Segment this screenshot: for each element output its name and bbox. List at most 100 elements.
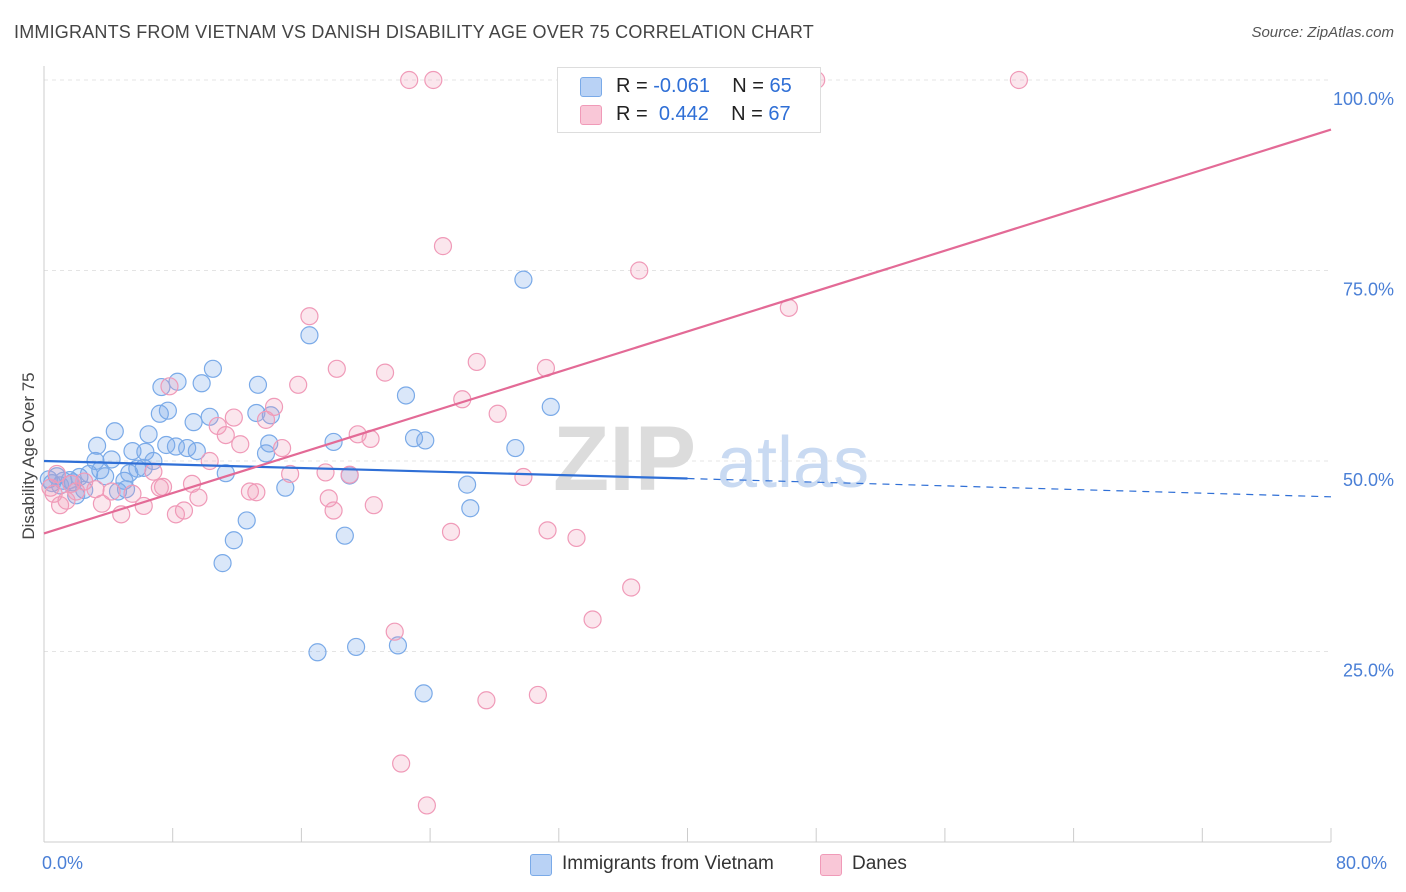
data-point-danes — [477, 691, 496, 710]
data-point-danes — [400, 70, 419, 90]
data-point-vietnam — [158, 401, 177, 420]
data-point-vietnam — [396, 386, 416, 405]
x-tick-label-max: 80.0% — [1336, 853, 1387, 873]
data-point-danes — [102, 482, 121, 501]
legend-swatch-danes — [580, 105, 602, 125]
data-point-vietnam — [514, 270, 533, 289]
legend-n-value: 65 — [769, 75, 792, 97]
data-point-danes — [144, 462, 163, 481]
data-point-vietnam — [139, 425, 158, 444]
bottom-legend-label-danes: Danes — [852, 853, 907, 874]
x-tick-label-min: 0.0% — [42, 853, 83, 873]
data-point-danes — [256, 410, 276, 429]
data-point-danes — [200, 451, 219, 471]
bottom-legend-swatch-vietnam — [530, 854, 552, 876]
data-point-vietnam — [346, 637, 366, 657]
data-point-vietnam — [404, 429, 424, 448]
data-point-vietnam — [458, 475, 477, 494]
data-point-danes — [528, 685, 547, 705]
data-point-vietnam — [541, 397, 560, 416]
watermark-zip: ZIP — [553, 408, 696, 510]
y-tick-label-75: 75.0% — [1343, 280, 1394, 300]
data-point-vietnam — [388, 636, 408, 655]
legend-n-label: N = — [732, 75, 764, 97]
data-point-vietnam — [96, 467, 115, 486]
data-point-danes — [189, 488, 208, 507]
data-point-danes — [216, 425, 235, 445]
data-point-vietnam — [416, 431, 435, 450]
trend-lines — [43, 128, 1332, 535]
trend-line-vietnam — [43, 459, 688, 480]
data-point-danes — [1009, 70, 1029, 90]
data-point-vietnam — [237, 511, 256, 530]
data-point-danes — [417, 796, 436, 815]
series-danes-points — [41, 70, 1029, 815]
data-point-vietnam — [105, 422, 124, 441]
data-point-danes — [385, 622, 404, 641]
source-label: Source: ZipAtlas.com — [1251, 24, 1394, 41]
data-point-danes — [264, 397, 284, 416]
legend: R = -0.061 N = 65 R = 0.442 N = 67 — [557, 67, 821, 133]
data-point-vietnam — [414, 684, 433, 703]
y-tick-label-50: 50.0% — [1343, 470, 1394, 490]
data-point-danes — [514, 467, 533, 487]
data-point-vietnam — [224, 531, 243, 550]
data-point-danes — [392, 754, 411, 773]
data-point-vietnam — [248, 375, 268, 394]
data-point-danes — [300, 307, 319, 326]
data-point-danes — [567, 528, 586, 548]
legend-r-label: R = — [616, 75, 648, 97]
data-point-vietnam — [144, 451, 163, 471]
data-point-vietnam — [300, 326, 319, 345]
data-point-danes — [488, 404, 507, 423]
data-point-vietnam — [308, 643, 327, 662]
data-point-danes — [441, 522, 461, 541]
data-point-danes — [47, 464, 66, 484]
data-point-danes — [240, 482, 260, 501]
data-point-vietnam — [67, 486, 86, 505]
data-point-danes — [583, 610, 602, 629]
data-point-vietnam — [123, 441, 142, 461]
legend-n-value: 67 — [768, 103, 791, 125]
data-point-danes — [272, 438, 292, 458]
data-point-danes — [153, 477, 173, 497]
data-point-danes — [224, 408, 243, 427]
legend-n-label: N = — [731, 103, 763, 125]
bottom-legend-swatch-danes — [820, 854, 842, 876]
data-point-danes — [327, 359, 346, 378]
data-point-danes — [622, 578, 641, 597]
data-point-danes — [538, 521, 557, 540]
chart-title: IMMIGRANTS FROM VIETNAM VS DANISH DISABI… — [14, 22, 814, 42]
data-point-vietnam — [213, 554, 232, 573]
data-point-danes — [174, 501, 194, 520]
data-point-danes — [247, 483, 266, 502]
data-point-vietnam — [461, 499, 480, 518]
legend-swatch-vietnam — [580, 77, 602, 97]
y-tick-label-25: 25.0% — [1343, 661, 1394, 681]
data-point-danes — [630, 261, 649, 280]
data-point-vietnam — [187, 441, 206, 461]
data-point-vietnam — [335, 526, 354, 545]
data-point-danes — [467, 352, 486, 372]
y-axis-label: Disability Age Over 75 — [19, 372, 38, 539]
data-point-danes — [123, 484, 142, 503]
data-point-vietnam — [247, 403, 266, 423]
data-point-danes — [316, 463, 335, 482]
data-point-vietnam — [184, 413, 203, 432]
data-point-vietnam — [276, 478, 295, 497]
data-point-vietnam — [102, 450, 121, 469]
y-tick-label-100: 100.0% — [1333, 89, 1394, 109]
data-point-danes — [289, 375, 308, 394]
data-point-danes — [324, 501, 343, 520]
data-point-vietnam — [86, 451, 105, 471]
data-point-danes — [433, 237, 453, 256]
data-point-danes — [424, 70, 443, 90]
trend-line-danes — [43, 128, 1332, 535]
legend-r-value: 0.442 — [658, 103, 709, 125]
data-point-danes — [160, 377, 179, 396]
data-point-danes — [364, 496, 383, 515]
data-point-danes — [92, 494, 112, 513]
data-point-vietnam — [87, 436, 107, 455]
grid-lines — [44, 79, 1331, 652]
